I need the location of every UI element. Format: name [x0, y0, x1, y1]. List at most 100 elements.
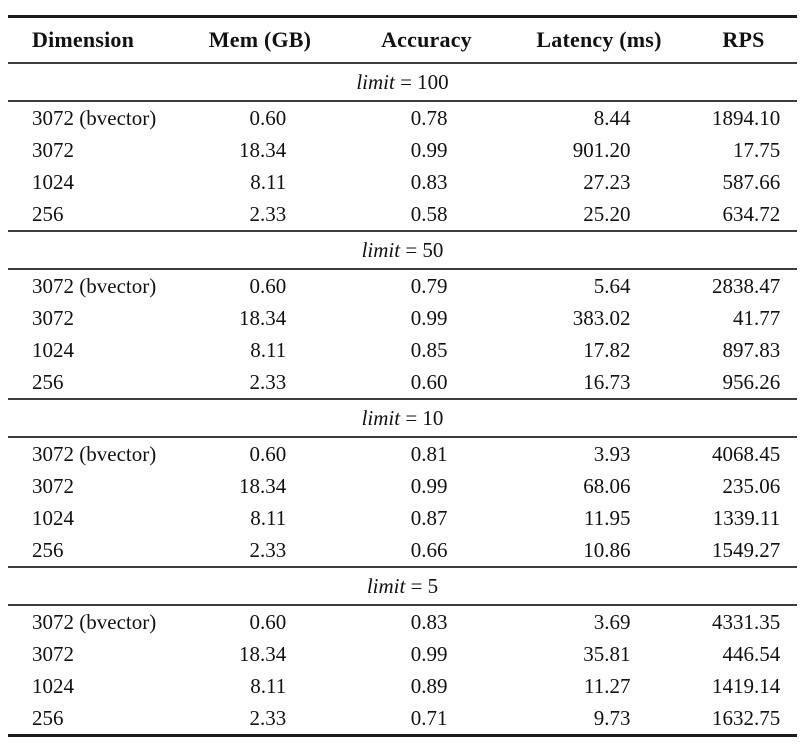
numeric-value: 235.06 [722, 473, 781, 498]
numeric-value: 25.20 [583, 201, 631, 226]
cell-value: 8.11 [175, 670, 345, 702]
numeric-value: 0.66 [410, 537, 448, 562]
numeric-value: 18.34 [239, 305, 287, 330]
numeric-value: 8.11 [250, 169, 287, 194]
section-header-row: limit = 10 [8, 398, 797, 438]
cell-value: 18.34 [175, 638, 345, 670]
table-row: 256 2.33 0.71 9.73 1632.75 [8, 702, 797, 736]
numeric-value: 0.87 [410, 505, 448, 530]
cell-value: 1419.14 [690, 670, 797, 702]
table-header: Dimension Mem (GB) Accuracy Latency (ms)… [8, 15, 797, 64]
cell-value: 0.79 [345, 269, 508, 302]
numeric-value: 897.83 [722, 337, 781, 362]
cell-dimension: 1024 [32, 673, 74, 698]
numeric-value: 8.11 [250, 337, 287, 362]
cell-value: 18.34 [175, 470, 345, 502]
cell-dimension: 256 [32, 705, 64, 730]
cell-value: 2.33 [175, 534, 345, 567]
numeric-value: 1339.11 [712, 505, 781, 530]
cell-dimension: 3072 (bvector) [32, 105, 157, 130]
numeric-value: 1894.10 [712, 105, 781, 130]
numeric-value: 16.73 [583, 369, 631, 394]
numeric-value: 0.60 [410, 369, 448, 394]
numeric-value: 956.26 [722, 369, 781, 394]
cell-value: 0.99 [345, 302, 508, 334]
numeric-value: 1549.27 [712, 537, 781, 562]
table-row: 256 2.33 0.58 25.20 634.72 [8, 198, 797, 231]
cell-dimension: 3072 (bvector) [32, 609, 157, 634]
cell-dimension: 3072 (bvector) [32, 273, 157, 298]
numeric-value: 587.66 [722, 169, 781, 194]
cell-value: 35.81 [508, 638, 690, 670]
numeric-value: 0.58 [410, 201, 448, 226]
cell-value: 634.72 [690, 198, 797, 231]
cell-value: 0.58 [345, 198, 508, 231]
cell-value: 0.89 [345, 670, 508, 702]
table-row: 3072 (bvector) 0.60 0.83 3.69 4331.35 [8, 605, 797, 638]
cell-value: 16.73 [508, 366, 690, 399]
cell-value: 2.33 [175, 702, 345, 736]
cell-value: 901.20 [508, 134, 690, 166]
section-value: = 50 [400, 237, 444, 262]
numeric-value: 8.11 [250, 673, 287, 698]
cell-value: 4331.35 [690, 605, 797, 638]
table-row: 256 2.33 0.60 16.73 956.26 [8, 366, 797, 399]
cell-dimension: 256 [32, 201, 64, 226]
numeric-value: 68.06 [583, 473, 631, 498]
cell-value: 3.69 [508, 605, 690, 638]
table-row: 256 2.33 0.66 10.86 1549.27 [8, 534, 797, 567]
numeric-value: 1419.14 [712, 673, 781, 698]
numeric-value: 18.34 [239, 641, 287, 666]
numeric-value: 0.85 [410, 337, 448, 362]
cell-value: 587.66 [690, 166, 797, 198]
cell-value: 383.02 [508, 302, 690, 334]
cell-value: 0.99 [345, 470, 508, 502]
cell-dimension: 3072 [32, 641, 74, 666]
cell-dimension: 256 [32, 369, 64, 394]
section-title: limit = 5 [8, 566, 797, 606]
numeric-value: 634.72 [722, 201, 781, 226]
cell-value: 9.73 [508, 702, 690, 736]
numeric-value: 446.54 [722, 641, 781, 666]
cell-value: 956.26 [690, 366, 797, 399]
numeric-value: 0.99 [410, 137, 448, 162]
cell-value: 0.66 [345, 534, 508, 567]
numeric-value: 0.99 [410, 305, 448, 330]
cell-value: 1339.11 [690, 502, 797, 534]
table-row: 1024 8.11 0.89 11.27 1419.14 [8, 670, 797, 702]
cell-value: 11.95 [508, 502, 690, 534]
cell-dimension: 1024 [32, 337, 74, 362]
numeric-value: 5.64 [593, 273, 631, 298]
section-header-row: limit = 50 [8, 230, 797, 270]
cell-value: 5.64 [508, 269, 690, 302]
table-row: 3072 18.34 0.99 35.81 446.54 [8, 638, 797, 670]
col-header-accuracy: Accuracy [345, 15, 508, 64]
table-row: 3072 18.34 0.99 68.06 235.06 [8, 470, 797, 502]
cell-value: 0.60 [175, 605, 345, 638]
section-value: = 5 [405, 573, 439, 598]
numeric-value: 383.02 [572, 305, 631, 330]
cell-value: 0.99 [345, 134, 508, 166]
table-body: limit = 100 3072 (bvector) 0.60 0.78 8.44 189… [8, 62, 797, 736]
numeric-value: 3.69 [593, 609, 631, 634]
numeric-value: 2.33 [249, 705, 287, 730]
section-value: = 100 [394, 69, 449, 94]
cell-value: 8.44 [508, 101, 690, 134]
section-var: limit [361, 237, 401, 262]
table-row: 3072 18.34 0.99 383.02 41.77 [8, 302, 797, 334]
table-row: 1024 8.11 0.87 11.95 1339.11 [8, 502, 797, 534]
cell-value: 10.86 [508, 534, 690, 567]
cell-value: 0.99 [345, 638, 508, 670]
col-header-dimension: Dimension [8, 15, 175, 64]
section-var: limit [356, 69, 395, 94]
cell-value: 1894.10 [690, 101, 797, 134]
numeric-value: 0.99 [410, 641, 448, 666]
numeric-value: 17.75 [733, 137, 781, 162]
cell-value: 897.83 [690, 334, 797, 366]
section-header-row: limit = 100 [8, 62, 797, 102]
cell-dimension: 256 [32, 537, 64, 562]
cell-value: 8.11 [175, 334, 345, 366]
cell-value: 446.54 [690, 638, 797, 670]
numeric-value: 3.93 [593, 441, 631, 466]
cell-value: 1549.27 [690, 534, 797, 567]
